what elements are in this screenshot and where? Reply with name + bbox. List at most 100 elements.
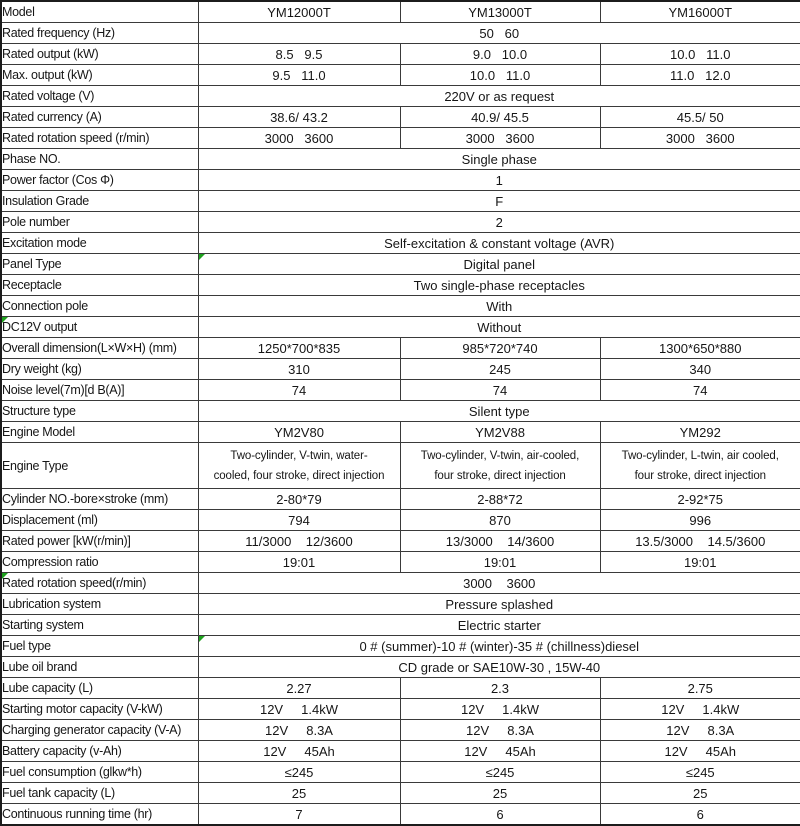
spec-row: Receptacle Two single-phase receptacles <box>0 274 800 296</box>
row-label: Starting motor capacity (V-kW) <box>0 698 199 720</box>
row-value: Two-cylinder, V-twin, air-cooled, four s… <box>399 442 601 489</box>
spec-row: DC12V output Without <box>0 316 800 338</box>
row-value-span: Pressure splashed <box>197 593 800 615</box>
spec-row: Fuel consumption (glkw*h) ≤245 ≤245 ≤245 <box>0 761 800 783</box>
spec-row: Structure type Silent type <box>0 400 800 422</box>
row-value: 13.5/3000 14.5/3600 <box>599 530 800 552</box>
spec-row: Lube oil brand CD grade or SAE10W-30 , 15… <box>0 656 800 678</box>
row-value-span: 220V or as request <box>197 85 800 107</box>
row-value-span: Without <box>197 316 800 338</box>
row-value: 3000 3600 <box>399 127 601 149</box>
row-label: Displacement (ml) <box>0 509 199 531</box>
row-label: Rated power [kW(r/min)] <box>0 530 199 552</box>
row-value: ≤245 <box>197 761 401 783</box>
row-value-span: Single phase <box>197 148 800 170</box>
spec-row: Rated voltage (V) 220V or as request <box>0 85 800 107</box>
row-value-span: 1 <box>197 169 800 191</box>
spec-row: Compression ratio 19:01 19:01 19:01 <box>0 551 800 573</box>
row-value: YM13000T <box>399 0 601 23</box>
row-value-span: Two single-phase receptacles <box>197 274 800 296</box>
row-value: 2-92*75 <box>599 488 800 510</box>
row-value: 74 <box>197 379 401 401</box>
row-label: Connection pole <box>0 295 199 317</box>
row-value: 19:01 <box>399 551 601 573</box>
spec-row: Battery capacity (v-Ah) 12V 45Ah 12V 45Ah 1… <box>0 740 800 762</box>
row-value: 794 <box>197 509 401 531</box>
row-value: 12V 8.3A <box>599 719 800 741</box>
row-value: 19:01 <box>197 551 401 573</box>
row-label: Lube capacity (L) <box>0 677 199 699</box>
row-value: 996 <box>599 509 800 531</box>
spec-row: Rated output (kW) 8.5 9.5 9.0 10.0 10.0 11.… <box>0 43 800 65</box>
row-label: DC12V output <box>0 316 199 338</box>
spec-row: Excitation mode Self-excitation & constan… <box>0 232 800 254</box>
row-label: Rated rotation speed(r/min) <box>0 572 199 594</box>
spec-row: Starting motor capacity (V-kW) 12V 1.4kW 1… <box>0 698 800 720</box>
row-value: 6 <box>599 803 800 826</box>
row-label: Charging generator capacity (V-A) <box>0 719 199 741</box>
row-value: ≤245 <box>399 761 601 783</box>
row-value: 10.0 11.0 <box>599 43 800 65</box>
row-label: Rated voltage (V) <box>0 85 199 107</box>
row-label: Lubrication system <box>0 593 199 615</box>
row-label: Continuous running time (hr) <box>0 803 199 826</box>
spec-row: Rated rotation speed(r/min) 3000 3600 <box>0 572 800 594</box>
row-label: Model <box>0 0 199 23</box>
row-value-span: 2 <box>197 211 800 233</box>
row-value: 2.75 <box>599 677 800 699</box>
spec-row: Power factor (Cos Φ) 1 <box>0 169 800 191</box>
spec-row: Engine Type Two-cylinder, V-twin, water- … <box>0 442 800 489</box>
row-value: YM292 <box>599 421 800 443</box>
row-label: Fuel consumption (glkw*h) <box>0 761 199 783</box>
row-label: Receptacle <box>0 274 199 296</box>
row-value: 6 <box>399 803 601 826</box>
row-value: 12V 45Ah <box>599 740 800 762</box>
row-label: Structure type <box>0 400 199 422</box>
row-label: Rated rotation speed (r/min) <box>0 127 199 149</box>
spec-row: Rated rotation speed (r/min) 3000 3600 300… <box>0 127 800 149</box>
row-value: 1250*700*835 <box>197 337 401 359</box>
row-value: 9.5 11.0 <box>197 64 401 86</box>
row-label: Max. output (kW) <box>0 64 199 86</box>
row-label: Excitation mode <box>0 232 199 254</box>
row-value: 3000 3600 <box>599 127 800 149</box>
row-value-span: 3000 3600 <box>197 572 800 594</box>
spec-row: Lubrication system Pressure splashed <box>0 593 800 615</box>
row-value: 13/3000 14/3600 <box>399 530 601 552</box>
row-label: Cylinder NO.-bore×stroke (mm) <box>0 488 199 510</box>
row-value: 2-80*79 <box>197 488 401 510</box>
row-label: Phase NO. <box>0 148 199 170</box>
row-label: Fuel type <box>0 635 199 657</box>
spec-row: Rated frequency (Hz) 50 60 <box>0 22 800 44</box>
spec-row: Pole number 2 <box>0 211 800 233</box>
spec-row: Insulation Grade F <box>0 190 800 212</box>
row-label: Power factor (Cos Φ) <box>0 169 199 191</box>
row-value: 1300*650*880 <box>599 337 800 359</box>
row-value: 12V 1.4kW <box>599 698 800 720</box>
row-value: 8.5 9.5 <box>197 43 401 65</box>
row-value: 12V 1.4kW <box>399 698 601 720</box>
spec-row: Cylinder NO.-bore×stroke (mm) 2-80*79 2-88… <box>0 488 800 510</box>
row-value: 9.0 10.0 <box>399 43 601 65</box>
row-label: Pole number <box>0 211 199 233</box>
row-label: Engine Type <box>0 442 199 489</box>
row-label: Insulation Grade <box>0 190 199 212</box>
row-value: 310 <box>197 358 401 380</box>
row-value: YM12000T <box>197 0 401 23</box>
row-label: Compression ratio <box>0 551 199 573</box>
spec-row: Rated currency (A) 38.6/ 43.2 40.9/ 45.5 45… <box>0 106 800 128</box>
row-label: Lube oil brand <box>0 656 199 678</box>
row-value-span: Digital panel <box>197 253 800 275</box>
row-value: 74 <box>599 379 800 401</box>
spec-row: Engine Model YM2V80 YM2V88 YM292 <box>0 421 800 443</box>
row-value: 7 <box>197 803 401 826</box>
row-value-span: Silent type <box>197 400 800 422</box>
row-value: 11/3000 12/3600 <box>197 530 401 552</box>
row-value: 245 <box>399 358 601 380</box>
spec-row: Overall dimension(L×W×H) (mm) 1250*700*83… <box>0 337 800 359</box>
row-label: Rated output (kW) <box>0 43 199 65</box>
row-value: Two-cylinder, V-twin, water- cooled, fou… <box>197 442 401 489</box>
row-value-span: CD grade or SAE10W-30 , 15W-40 <box>197 656 800 678</box>
